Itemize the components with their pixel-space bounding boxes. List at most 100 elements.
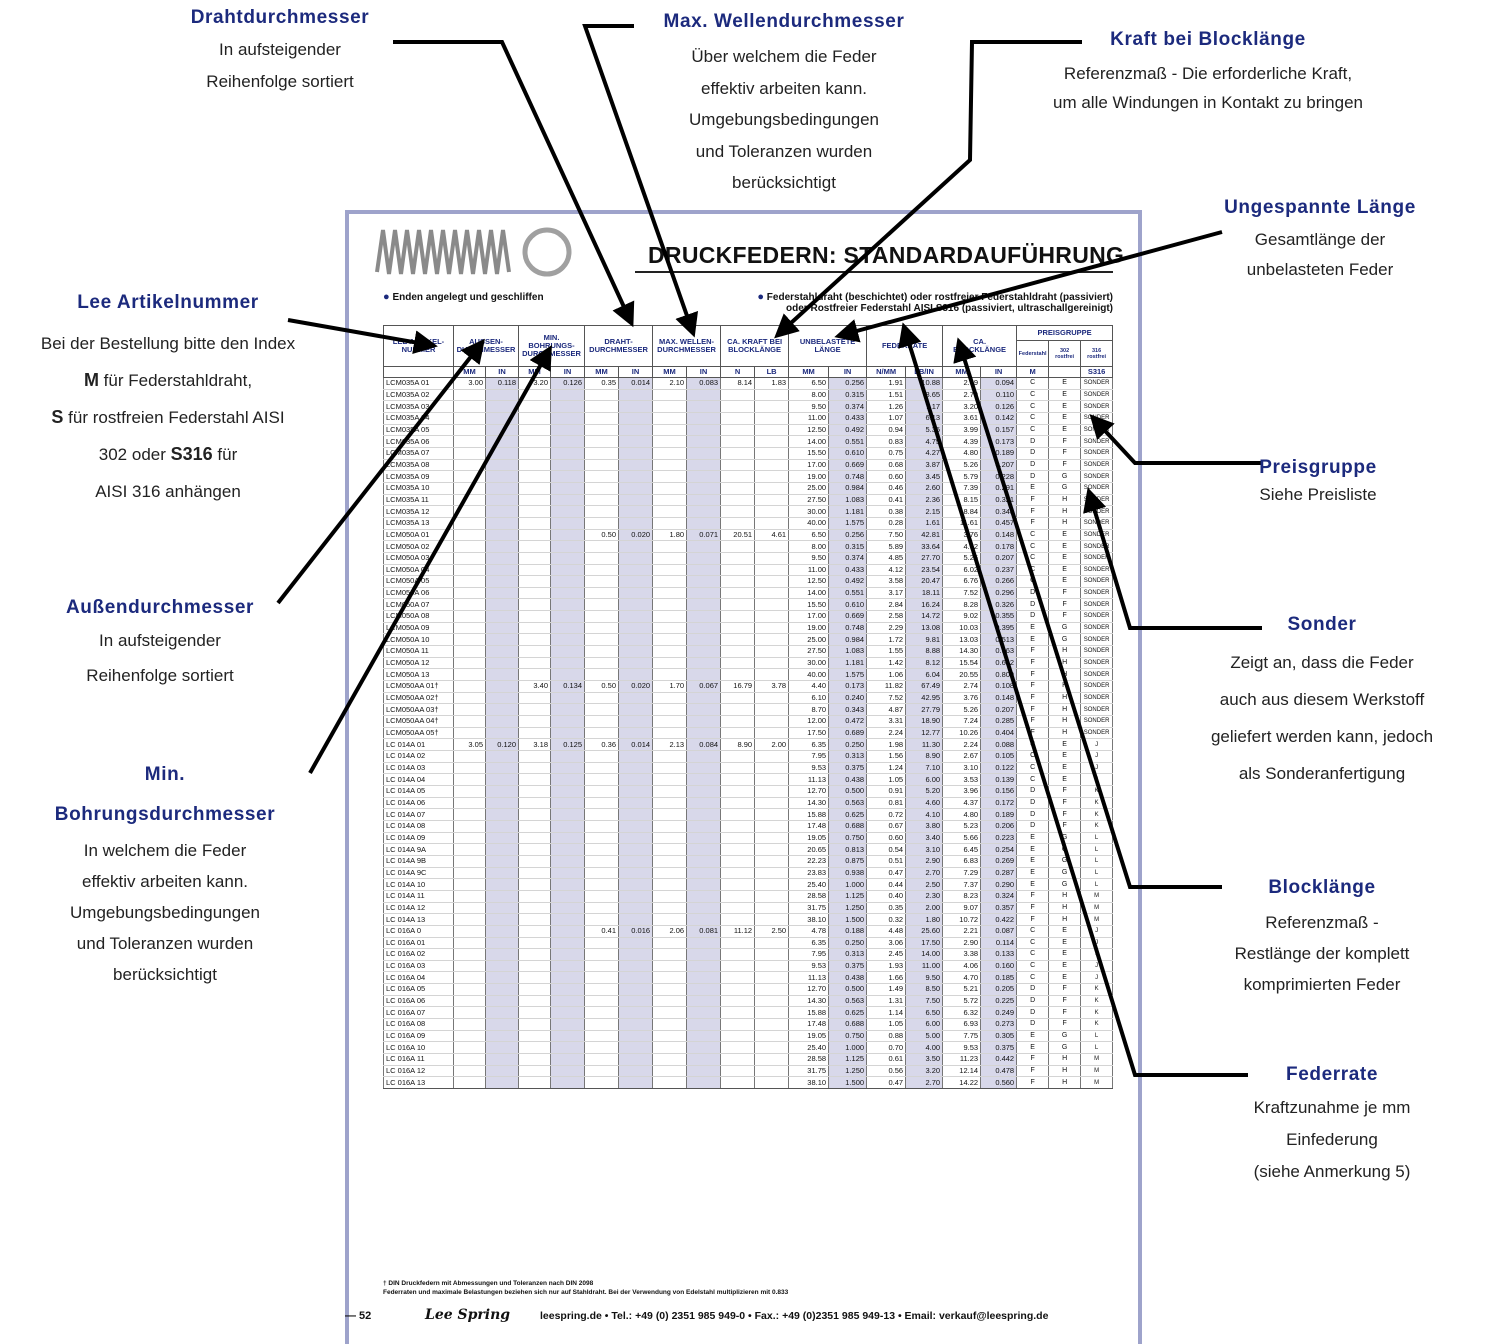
table-cell: 3.17 <box>866 587 907 600</box>
table-cell <box>686 1065 722 1078</box>
table-cell <box>584 622 620 635</box>
table-cell: 9.53 <box>788 762 830 775</box>
table-cell <box>453 820 486 833</box>
table-cell: 0.105 <box>980 750 1018 763</box>
table-cell <box>754 494 790 507</box>
table-cell: 14.72 <box>905 610 944 623</box>
table-cell: E <box>1048 948 1082 961</box>
table-cell <box>518 843 552 856</box>
table-cell: 25.40 <box>788 1041 830 1055</box>
table-cell <box>453 878 486 891</box>
table-cell <box>720 657 756 670</box>
table-cell <box>484 598 520 612</box>
callout-text: Referenzmaß - <box>1265 912 1379 932</box>
table-cell: 42.81 <box>905 529 944 542</box>
table-cell: G <box>1048 855 1082 868</box>
table-cell: 3.05 <box>453 738 486 751</box>
table-cell: 2.00 <box>905 902 944 915</box>
table-cell: 3.78 <box>754 680 790 693</box>
table-cell <box>686 505 722 518</box>
table-cell <box>453 890 486 903</box>
table-cell: 0.355 <box>980 610 1018 623</box>
table-cell: 23.83 <box>788 867 830 880</box>
table-cell: 19.00 <box>788 622 830 635</box>
table-cell: LCM050AA 01† <box>383 680 454 693</box>
table-cell <box>550 692 586 705</box>
table-cell: E <box>1016 482 1050 495</box>
table-cell: 1.31 <box>866 995 907 1008</box>
table-cell: 0.492 <box>828 424 868 437</box>
table-cell <box>618 657 654 670</box>
table-cell <box>754 878 790 891</box>
table-cell: 0.688 <box>828 1018 868 1031</box>
table-cell: 0.237 <box>980 564 1018 577</box>
table-cell <box>618 494 654 507</box>
table-cell: 20.55 <box>942 668 982 682</box>
table-cell <box>584 540 620 553</box>
table-cell <box>720 389 756 402</box>
table-cell: 18.11 <box>905 587 944 600</box>
table-cell: 9.50 <box>905 971 944 985</box>
column-header: DRAHT- DURCHMESSER <box>584 325 654 367</box>
table-cell <box>686 878 722 891</box>
table-cell <box>618 971 654 985</box>
callout-title: Lee Artikelnummer <box>77 292 259 313</box>
table-cell <box>720 727 756 740</box>
table-cell <box>484 470 520 483</box>
table-cell: 7.75 <box>942 1030 982 1043</box>
table-cell <box>720 587 756 600</box>
table-cell <box>618 832 654 845</box>
table-cell: 0.256 <box>828 529 868 542</box>
table-cell: 1.72 <box>866 633 907 647</box>
table-cell <box>686 703 722 717</box>
table-row: LC 014A 01 3.05 0.120 3.18 0.125 0.36 0.014 2.1… <box>383 738 1114 751</box>
table-cell <box>720 633 756 647</box>
table-cell <box>584 564 620 577</box>
table-cell <box>550 494 586 507</box>
table-cell: D <box>1016 820 1050 833</box>
table-cell <box>518 727 552 740</box>
table-cell: 0.750 <box>828 1030 868 1043</box>
table-cell: 3.38 <box>942 948 982 961</box>
table-cell: 2.13 <box>652 738 688 751</box>
table-cell: 0.207 <box>980 459 1018 472</box>
table-cell <box>453 470 486 483</box>
callout-title: Kraft bei Blocklänge <box>1110 29 1306 50</box>
table-cell: 4.60 <box>905 797 944 810</box>
table-cell: 5.26 <box>942 552 982 565</box>
table-cell: M <box>1080 1065 1114 1078</box>
table-cell <box>686 762 722 775</box>
table-cell: 6.50 <box>788 377 830 390</box>
table-cell <box>686 424 722 437</box>
table-cell: E <box>1048 389 1082 402</box>
table-cell: D <box>1016 808 1050 821</box>
table-cell: 12.70 <box>788 983 830 996</box>
table-cell: LC 014A 9B <box>383 855 454 868</box>
table-cell <box>686 820 722 833</box>
table-cell <box>518 622 552 635</box>
table-cell <box>720 785 756 798</box>
table-cell: 6.10 <box>788 692 830 705</box>
table-cell: 17.00 <box>788 459 830 472</box>
table-cell: 42.95 <box>905 692 944 705</box>
table-cell: J <box>1080 937 1114 950</box>
table-row: LCM050A 04 11.00 0.433 4.12 23.54 6.02 0.237 C E… <box>383 564 1114 577</box>
table-cell: C <box>1016 564 1050 577</box>
table-cell <box>618 424 654 437</box>
spring-icon <box>375 227 572 277</box>
table-cell: E <box>1048 540 1082 553</box>
table-cell <box>754 668 790 682</box>
table-cell <box>484 645 520 658</box>
table-cell: 0.374 <box>828 400 868 413</box>
table-cell: 0.185 <box>980 971 1018 985</box>
table-cell <box>618 773 654 786</box>
table-cell: M <box>1080 913 1114 926</box>
callout-code: S <box>51 406 64 427</box>
table-cell <box>652 855 688 868</box>
table-cell <box>686 1041 722 1055</box>
table-cell: 0.438 <box>828 773 868 786</box>
table-cell: 9.07 <box>942 902 982 915</box>
table-cell <box>518 529 552 542</box>
table-cell <box>652 773 688 786</box>
table-cell: 0.081 <box>686 925 722 938</box>
